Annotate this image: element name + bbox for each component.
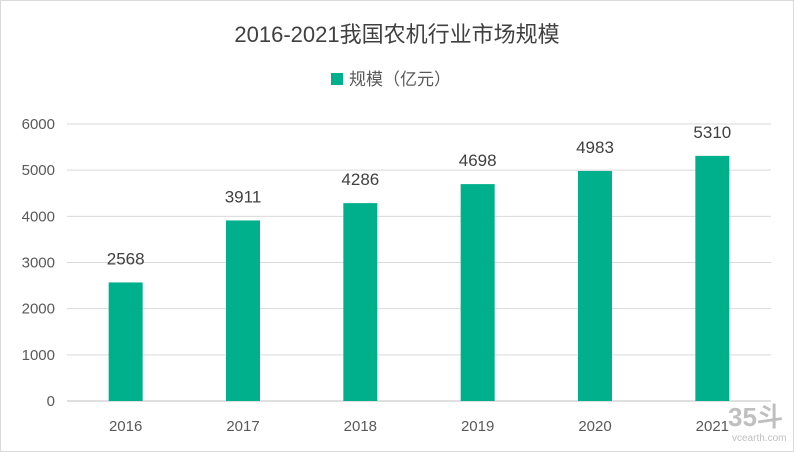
gridlines: [67, 123, 771, 402]
data-label: 3911: [225, 187, 262, 206]
legend-label: 规模（亿元）: [349, 70, 451, 89]
bar: [343, 203, 378, 401]
y-tick-label: 2000: [22, 301, 55, 318]
x-axis-ticks: 2016 2017 2018 2019 2020 2021: [109, 418, 729, 435]
data-label: 5310: [693, 123, 731, 142]
y-tick-label: 5000: [22, 162, 55, 179]
x-tick-label: 2019: [461, 418, 494, 435]
bar: [108, 282, 143, 401]
x-tick-label: 2021: [696, 418, 729, 435]
data-label: 2568: [107, 249, 145, 268]
svg-text:35斗: 35斗: [728, 402, 783, 432]
bars: [108, 155, 730, 401]
data-label: 4286: [341, 170, 379, 189]
bar: [578, 170, 612, 401]
x-tick-label: 2017: [226, 418, 259, 435]
data-label: 4983: [576, 138, 614, 157]
y-tick-label: 6000: [22, 116, 55, 133]
legend-swatch: [331, 73, 343, 85]
y-tick-label: 0: [47, 393, 55, 410]
bar: [226, 220, 260, 401]
chart-title: 2016-2021我国农机行业市场规模: [234, 22, 559, 47]
x-tick-label: 2016: [109, 418, 142, 435]
y-tick-label: 1000: [22, 347, 55, 364]
bar: [460, 184, 495, 401]
bar: [695, 155, 730, 401]
x-tick-label: 2020: [578, 418, 611, 435]
data-label: 4698: [459, 151, 497, 170]
y-tick-label: 3000: [22, 255, 55, 272]
svg-text:vcearth.com: vcearth.com: [732, 433, 786, 444]
y-tick-label: 4000: [22, 208, 55, 225]
data-labels: 2568 3911 4286 4698 4983 5310: [107, 123, 731, 269]
legend: 规模（亿元）: [331, 70, 451, 89]
x-tick-label: 2018: [344, 418, 377, 435]
y-axis-ticks: 0 1000 2000 3000 4000 5000 6000: [22, 116, 55, 410]
watermark-logo: 35斗 vcearth.com: [728, 402, 786, 444]
